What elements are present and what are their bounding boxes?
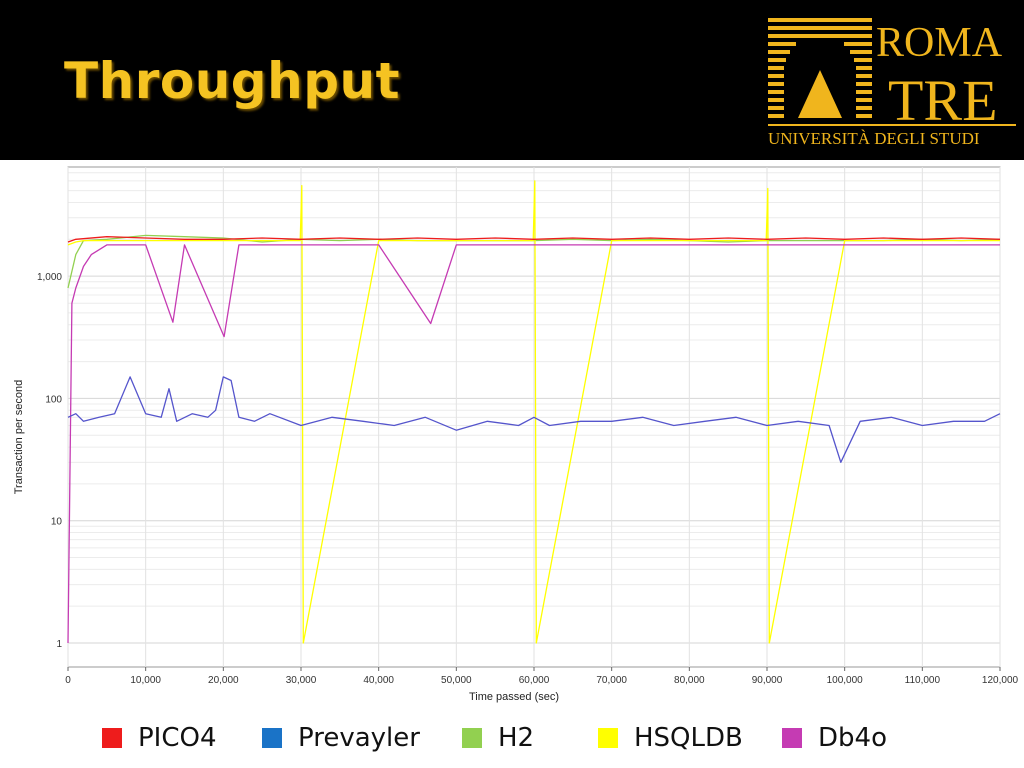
legend-swatch (262, 728, 282, 748)
logo-roma-text: ROMA (876, 20, 1003, 66)
legend-swatch (462, 728, 482, 748)
y-tick-label: 1,000 (37, 272, 62, 283)
legend-item-h2: H2 (462, 722, 534, 754)
legend-label: Prevayler (298, 723, 420, 753)
legend-item-pico4: PICO4 (102, 722, 217, 754)
legend-label: Db4o (818, 723, 887, 753)
x-tick-label: 10,000 (130, 675, 161, 686)
x-axis-label: Time passed (sec) (469, 691, 559, 703)
slide-header: Throughput ROMA (0, 0, 1024, 160)
x-tick-label: 80,000 (674, 675, 705, 686)
legend-label: HSQLDB (634, 723, 743, 753)
legend-label: H2 (498, 723, 535, 753)
logo-tre-text: TRE (888, 68, 998, 133)
y-tick-label: 1 (56, 639, 62, 650)
chart-legend: PICO4 Prevayler H2 HSQLDB Db4o (0, 712, 1024, 762)
x-tick-label: 90,000 (752, 675, 783, 686)
x-tick-label: 60,000 (519, 675, 550, 686)
x-tick-label: 70,000 (596, 675, 627, 686)
legend-item-hsqldb: HSQLDB (598, 722, 743, 754)
logo-university-text: UNIVERSITÀ DEGLI STUDI (768, 129, 980, 148)
slide-title: Throughput (64, 52, 400, 110)
x-tick-label: 50,000 (441, 675, 472, 686)
x-tick-label: 30,000 (286, 675, 317, 686)
legend-swatch (102, 728, 122, 748)
legend-item-prevayler: Prevayler (262, 722, 420, 754)
series-line-prevayler (67, 376, 1001, 463)
roma-tre-logo: ROMA TRE UNIVERSITÀ DEGLI STUDI (768, 18, 1016, 148)
series-line-hsqldb (67, 180, 1000, 644)
x-tick-label: 120,000 (982, 675, 1019, 686)
y-tick-label: 100 (45, 394, 62, 405)
series-line-db4o (67, 244, 1000, 644)
legend-swatch (782, 728, 802, 748)
throughput-chart: 1 10 100 1,000 0 10,000 20,000 30,000 40,000 50,0… (13, 166, 1019, 703)
series-line-pico4 (67, 236, 1001, 243)
legend-item-db4o: Db4o (782, 722, 887, 754)
y-axis-label: Transaction per second (13, 380, 25, 495)
x-tick-label: 100,000 (827, 675, 864, 686)
x-tick-label: 110,000 (905, 675, 941, 686)
x-tick-label: 20,000 (208, 675, 239, 686)
legend-label: PICO4 (138, 723, 217, 753)
y-tick-label: 10 (51, 517, 63, 528)
x-tick-label: 40,000 (363, 675, 394, 686)
legend-swatch (598, 728, 618, 748)
x-tick-label: 0 (65, 675, 71, 686)
